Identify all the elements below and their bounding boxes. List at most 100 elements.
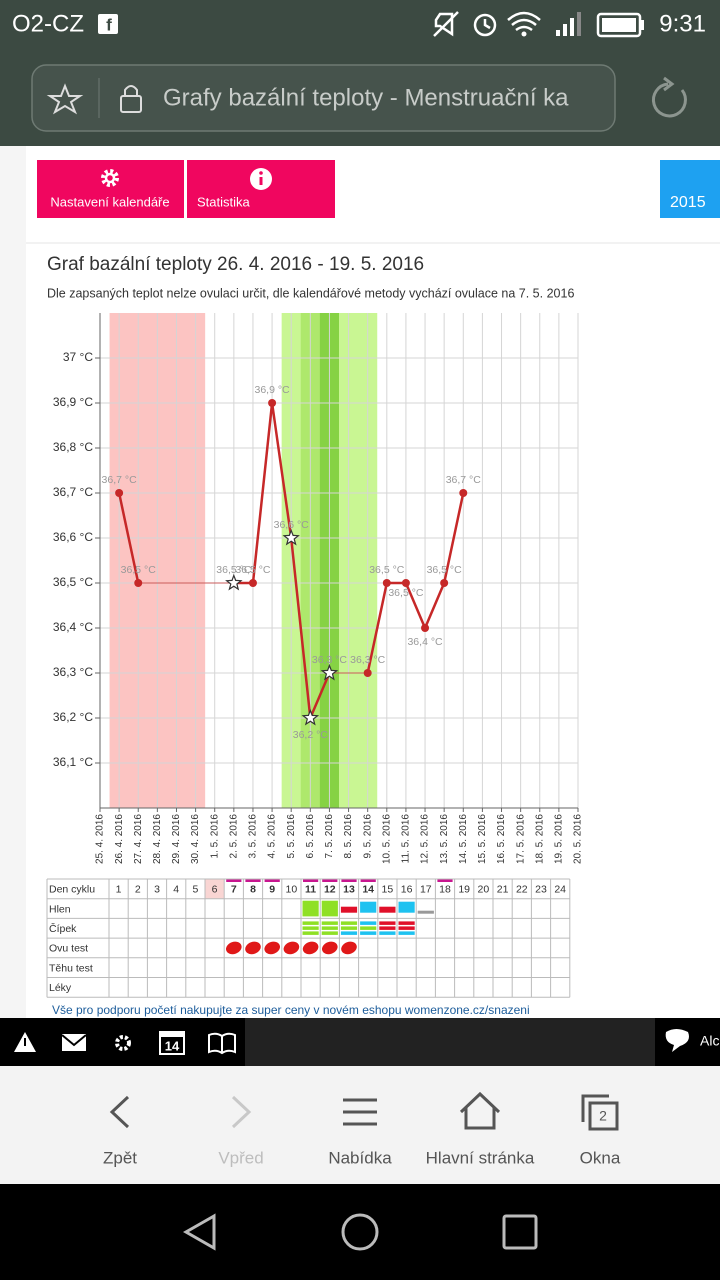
day-number: 14 bbox=[362, 884, 374, 896]
system-recents[interactable] bbox=[502, 1214, 538, 1250]
data-point bbox=[421, 624, 430, 632]
row-label: Ovu test bbox=[49, 943, 88, 955]
chat-icon[interactable] bbox=[665, 1029, 689, 1052]
data-point bbox=[363, 669, 372, 677]
system-home[interactable] bbox=[341, 1213, 379, 1251]
ovulation-test-icon bbox=[341, 941, 357, 955]
button-label: Nastavení kalendáře bbox=[50, 194, 169, 209]
diary-icon[interactable] bbox=[208, 1032, 236, 1055]
value-label: 36,7 °C bbox=[446, 474, 482, 486]
x-tick-label: 6. 5. 2016 bbox=[305, 814, 316, 859]
data-point bbox=[248, 579, 257, 587]
x-tick-label: 13. 5. 2016 bbox=[439, 814, 450, 864]
address-field[interactable] bbox=[31, 64, 616, 132]
data-point bbox=[268, 399, 277, 407]
day-flag bbox=[322, 879, 338, 882]
day-number: 11 bbox=[305, 884, 316, 896]
star-point bbox=[225, 573, 243, 591]
day-number: 23 bbox=[535, 884, 547, 896]
day-flag bbox=[360, 879, 376, 882]
back-icon[interactable] bbox=[109, 1095, 130, 1129]
x-tick-label: 29. 4. 2016 bbox=[171, 814, 182, 864]
ovulation-test-icon bbox=[264, 941, 280, 955]
day-flag bbox=[245, 879, 261, 882]
status-icons: f bbox=[98, 11, 644, 38]
year-label: 2015 bbox=[670, 194, 706, 211]
x-tick-label: 11. 5. 2016 bbox=[401, 814, 412, 864]
value-label: 36,5 °C bbox=[388, 587, 424, 599]
cervix-icon bbox=[302, 931, 319, 935]
menu-icon[interactable] bbox=[343, 1098, 377, 1126]
data-point bbox=[440, 579, 449, 587]
x-tick-label: 7. 5. 2016 bbox=[324, 814, 335, 859]
value-label: 36,9 °C bbox=[255, 384, 291, 396]
nav-label[interactable]: Hlavní stránka bbox=[426, 1148, 535, 1167]
system-back[interactable] bbox=[182, 1213, 216, 1251]
star-point bbox=[301, 708, 320, 726]
gear-icon bbox=[101, 169, 119, 187]
y-tick-label: 36,5 °C bbox=[53, 575, 93, 589]
row-label: Den cyklu bbox=[49, 884, 95, 896]
y-tick-label: 37 °C bbox=[63, 350, 93, 364]
mail-icon[interactable] bbox=[62, 1034, 86, 1051]
row-label: Těhu test bbox=[49, 962, 93, 974]
cervix-icon bbox=[360, 921, 377, 925]
calendar-header bbox=[160, 1032, 184, 1037]
system-nav bbox=[0, 1184, 720, 1280]
settings-icon[interactable] bbox=[115, 1035, 131, 1051]
year-tab[interactable] bbox=[660, 160, 720, 218]
nav-label[interactable]: Okna bbox=[580, 1148, 621, 1167]
ovulation-test-icon bbox=[302, 941, 319, 955]
y-tick-label: 36,7 °C bbox=[53, 485, 93, 499]
cervix-icon bbox=[379, 931, 396, 935]
cervix-icon bbox=[398, 921, 415, 925]
tabs-icon[interactable] bbox=[588, 1101, 619, 1131]
mucus-icon bbox=[321, 900, 338, 917]
x-tick-label: 1. 5. 2016 bbox=[209, 814, 220, 859]
bookmark-icon[interactable] bbox=[46, 83, 84, 115]
star-point bbox=[320, 663, 339, 681]
chart-subtitle: Dle zapsaných teplot nelze ovulaci určit… bbox=[47, 286, 574, 300]
ovulation-test-icon bbox=[245, 941, 261, 955]
promo-link[interactable]: Vše pro podporu početí nakupujte za supe… bbox=[52, 1003, 530, 1017]
x-tick-label: 10. 5. 2016 bbox=[381, 814, 392, 864]
x-tick-label: 8. 5. 2016 bbox=[343, 814, 354, 859]
cervix-icon bbox=[302, 926, 319, 930]
cervix-icon bbox=[360, 931, 377, 935]
y-tick-label: 36,6 °C bbox=[53, 530, 93, 544]
day-number: 7 bbox=[231, 884, 237, 896]
x-tick-label: 4. 5. 2016 bbox=[267, 814, 278, 859]
value-label: 36,5 °C bbox=[121, 564, 157, 576]
day-number: 22 bbox=[516, 884, 528, 896]
y-tick-label: 36,8 °C bbox=[53, 440, 93, 454]
nav-label[interactable]: Nabídka bbox=[328, 1148, 392, 1167]
day-number: 13 bbox=[343, 884, 355, 896]
value-label: 36,5 °C bbox=[427, 564, 463, 576]
svg-text:f: f bbox=[106, 15, 112, 34]
day-number: 10 bbox=[286, 884, 298, 896]
cervix-icon bbox=[340, 921, 358, 925]
data-point bbox=[401, 579, 410, 587]
x-tick-label: 3. 5. 2016 bbox=[248, 814, 259, 859]
day-flag bbox=[437, 879, 453, 882]
cervix-icon bbox=[302, 921, 319, 925]
ovulation-test-icon bbox=[283, 941, 300, 955]
cervix-icon bbox=[398, 926, 415, 930]
value-label: 36,3 °C bbox=[312, 654, 348, 666]
day-number: 8 bbox=[250, 884, 256, 896]
x-tick-label: 15. 5. 2016 bbox=[477, 814, 488, 864]
cervix-icon bbox=[340, 931, 358, 935]
y-tick-label: 36,1 °C bbox=[53, 755, 93, 769]
day-number: 1 bbox=[116, 884, 122, 896]
forward-icon bbox=[231, 1095, 252, 1129]
reload-button[interactable] bbox=[651, 82, 687, 118]
ovulation-test-icon bbox=[322, 941, 338, 955]
home-icon[interactable] bbox=[459, 1091, 501, 1130]
tabs-icon-back bbox=[581, 1094, 609, 1122]
x-tick-label: 17. 5. 2016 bbox=[515, 814, 526, 864]
row-label: Hlen bbox=[49, 903, 71, 915]
calendar-day: 14 bbox=[165, 1038, 180, 1053]
y-tick-label: 36,2 °C bbox=[53, 710, 93, 724]
nav-label[interactable]: Zpět bbox=[103, 1148, 137, 1167]
x-tick-label: 26. 4. 2016 bbox=[114, 814, 125, 864]
